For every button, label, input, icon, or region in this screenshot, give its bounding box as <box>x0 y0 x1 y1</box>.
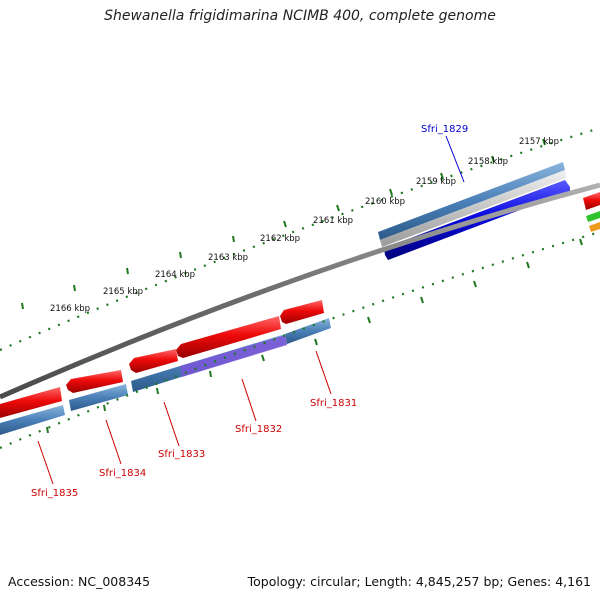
scale-label: 2161 kbp <box>313 216 353 226</box>
gene-label-sfri-1834[interactable]: Sfri_1834 <box>99 468 146 479</box>
gene-label-sfri-1835[interactable]: Sfri_1835 <box>31 488 78 499</box>
accession-text: Accession: NC_008345 <box>8 574 151 589</box>
scale-label: 2162 kbp <box>260 234 300 244</box>
gene-label-sfri-1829[interactable]: Sfri_1829 <box>421 124 468 135</box>
gene-arrow-sfri-1833[interactable] <box>129 349 178 373</box>
gene-label-sfri-1833[interactable]: Sfri_1833 <box>158 449 205 460</box>
gene-arrow-sfri-1835[interactable] <box>0 387 62 418</box>
highlight-region <box>180 335 287 377</box>
scale-label: 2165 kbp <box>103 287 143 297</box>
gene-arrow-sfri-1834[interactable] <box>66 370 123 393</box>
gene-arrow-sfri-1832[interactable] <box>176 316 281 358</box>
genome-backbone <box>0 182 600 400</box>
reverse-genes <box>0 300 324 418</box>
outer-scale-ticks <box>21 138 546 310</box>
reverse-cds-track <box>0 318 331 435</box>
topology-text: Topology: circular; Length: 4,845,257 bp… <box>247 574 591 589</box>
scale-label: 2160 kbp <box>365 197 405 207</box>
scale-label: 2157 kbp <box>519 137 559 147</box>
label-leaders <box>37 135 465 485</box>
scale-label: 2158 kbp <box>468 157 508 167</box>
genome-title: Shewanella frigidimarina NCIMB 400, comp… <box>104 8 496 24</box>
scale-label: 2163 kbp <box>208 253 248 263</box>
gene-label-sfri-1832[interactable]: Sfri_1832 <box>235 424 282 435</box>
inner-scale-ticks <box>46 238 583 434</box>
scale-label: 2164 kbp <box>155 270 195 280</box>
scale-label: 2166 kbp <box>50 304 90 314</box>
forward-cds-track <box>378 162 566 247</box>
gene-label-sfri-1831[interactable]: Sfri_1831 <box>310 398 357 409</box>
scale-labels: 2157 kbp 2158 kbp 2159 kbp 2160 kbp 2161… <box>50 137 559 314</box>
gene-arrow-sfri-1831[interactable] <box>280 300 324 324</box>
edge-partial-features <box>583 192 600 232</box>
gene-labels: Sfri_1829 Sfri_1831 Sfri_1832 Sfri_1833 … <box>31 124 468 499</box>
inner-scale-dots <box>0 230 600 450</box>
scale-label: 2159 kbp <box>416 177 456 187</box>
